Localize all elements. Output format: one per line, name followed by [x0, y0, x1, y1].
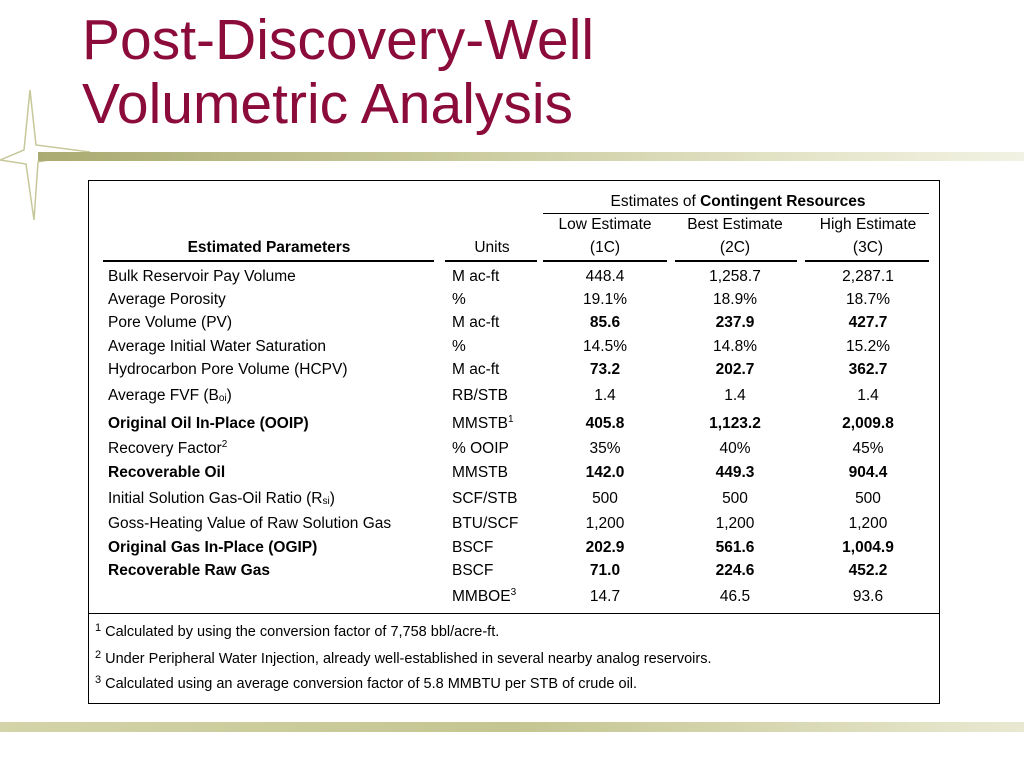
row-value-high: 452.2	[848, 562, 888, 579]
row-value-best: 1,258.7	[709, 268, 761, 285]
row-value-low: 71.0	[589, 562, 621, 579]
row-value-low: 73.2	[589, 361, 621, 378]
row-param: Original Oil In-Place (OOIP)	[108, 415, 309, 432]
row-param: Hydrocarbon Pore Volume (HCPV)	[108, 361, 348, 378]
row-units: BTU/SCF	[452, 515, 519, 532]
header-rule-param	[103, 260, 434, 262]
star-icon	[0, 90, 90, 220]
row-units: MMSTB	[452, 464, 508, 481]
row-param: Goss-Heating Value of Raw Solution Gas	[108, 515, 392, 532]
row-value-high: 93.6	[852, 588, 884, 605]
header-high-label: High Estimate	[819, 216, 917, 233]
row-units: MMBOE3	[452, 587, 517, 605]
slide-title-line-1: Post-Discovery-Well	[82, 8, 595, 72]
row-param: Pore Volume (PV)	[108, 314, 233, 331]
row-units: RB/STB	[452, 387, 508, 404]
row-value-best: 500	[722, 490, 748, 507]
header-rule-units	[445, 260, 537, 262]
row-value-best: 18.9%	[713, 291, 757, 308]
row-value-low: 85.6	[589, 314, 621, 331]
row-value-best: 449.3	[715, 464, 755, 481]
group-header: Estimates of Contingent Resources	[610, 193, 866, 210]
row-value-low: 202.9	[585, 539, 625, 556]
row-param: Average FVF (Boi)	[108, 387, 232, 404]
row-value-high: 1,004.9	[842, 539, 894, 556]
row-value-low: 1.4	[594, 387, 616, 404]
header-rule-high	[805, 260, 929, 262]
header-low-label: Low Estimate	[558, 216, 652, 233]
row-value-high: 1,200	[848, 515, 888, 532]
footnote-2: 2 Under Peripheral Water Injection, alrea…	[95, 649, 712, 667]
slide-title: Post-Discovery-Well Volumetric Analysis	[82, 8, 594, 136]
row-units: M ac-ft	[452, 268, 500, 285]
group-header-rule	[543, 213, 929, 214]
row-value-best: 1.4	[724, 387, 746, 404]
footnote-3: 3 Calculated using an average conversion …	[95, 674, 638, 692]
header-high-code: (3C)	[852, 239, 884, 256]
row-units: %	[452, 338, 466, 355]
row-value-best: 40%	[719, 440, 751, 457]
footnote-1: 1 Calculated by using the conversion fact…	[95, 622, 500, 640]
row-param: Recoverable Raw Gas	[108, 562, 270, 579]
row-value-best: 237.9	[715, 314, 755, 331]
row-value-best: 46.5	[719, 588, 751, 605]
row-value-high: 500	[855, 490, 881, 507]
row-value-low: 500	[592, 490, 618, 507]
row-value-high: 362.7	[848, 361, 888, 378]
row-param: Recoverable Oil	[108, 464, 226, 481]
row-param: Bulk Reservoir Pay Volume	[108, 268, 296, 285]
row-value-high: 2,009.8	[842, 415, 894, 432]
row-value-high: 904.4	[848, 464, 888, 481]
row-units: %	[452, 291, 466, 308]
row-units: % OOIP	[452, 440, 509, 457]
row-value-best: 1,123.2	[709, 415, 761, 432]
row-value-low: 448.4	[585, 268, 625, 285]
row-value-low: 1,200	[585, 515, 625, 532]
header-rule-best	[675, 260, 797, 262]
row-param: Initial Solution Gas-Oil Ratio (Rsi)	[108, 490, 335, 507]
row-value-best: 202.7	[715, 361, 755, 378]
row-value-high: 1.4	[857, 387, 879, 404]
row-units: BSCF	[452, 562, 494, 579]
row-units: M ac-ft	[452, 314, 500, 331]
row-param: Average Porosity	[108, 291, 226, 308]
top-divider-bar	[38, 152, 1024, 161]
row-value-low: 142.0	[585, 464, 625, 481]
row-value-best: 224.6	[715, 562, 755, 579]
row-value-low: 405.8	[585, 415, 625, 432]
row-units: SCF/STB	[452, 490, 518, 507]
row-param: Recovery Factor2	[108, 439, 228, 457]
footnote-divider	[89, 613, 939, 614]
slide-title-line-2: Volumetric Analysis	[82, 72, 574, 136]
row-param: Original Gas In-Place (OGIP)	[108, 539, 318, 556]
row-units: MMSTB1	[452, 414, 514, 432]
header-best-code: (2C)	[719, 239, 751, 256]
row-value-high: 18.7%	[846, 291, 890, 308]
row-value-high: 427.7	[848, 314, 888, 331]
row-value-low: 14.7	[589, 588, 621, 605]
row-value-low: 35%	[589, 440, 621, 457]
bottom-divider-bar	[0, 722, 1024, 732]
header-best-label: Best Estimate	[687, 216, 783, 233]
row-param: Average Initial Water Saturation	[108, 338, 326, 355]
row-value-high: 45%	[852, 440, 884, 457]
row-value-best: 561.6	[715, 539, 755, 556]
row-units: BSCF	[452, 539, 494, 556]
row-value-best: 1,200	[715, 515, 755, 532]
header-param: Estimated Parameters	[187, 239, 351, 256]
header-rule-low	[543, 260, 667, 262]
header-low-code: (1C)	[589, 239, 621, 256]
resources-table: Estimates of Contingent Resources Low Es…	[88, 180, 940, 704]
row-value-best: 14.8%	[713, 338, 757, 355]
header-units: Units	[474, 239, 510, 256]
row-value-low: 19.1%	[583, 291, 627, 308]
row-value-high: 15.2%	[846, 338, 890, 355]
row-value-high: 2,287.1	[842, 268, 894, 285]
row-value-low: 14.5%	[583, 338, 627, 355]
row-units: M ac-ft	[452, 361, 500, 378]
